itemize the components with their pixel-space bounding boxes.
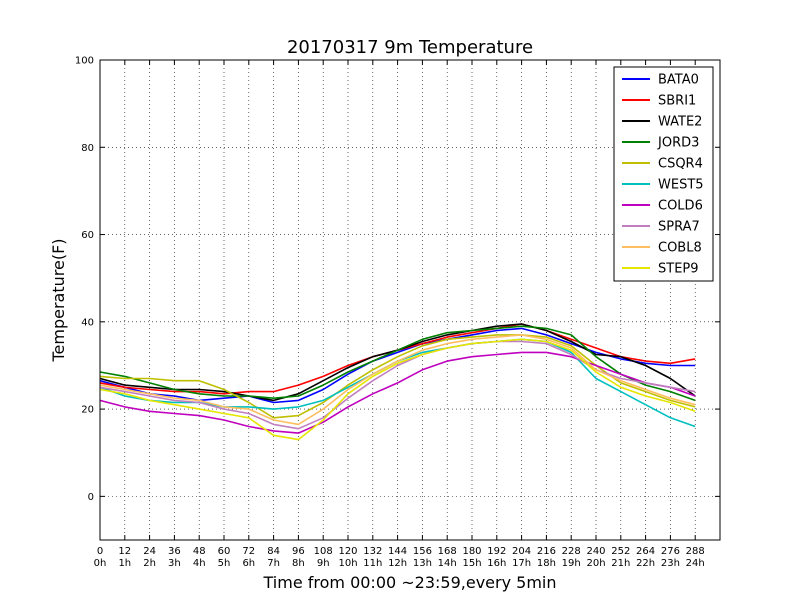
series-line-COLD6	[99, 351, 696, 434]
x-tick-label: 156	[413, 546, 432, 557]
x-tick-label: 216	[537, 546, 556, 557]
x-tick-label: 264	[636, 546, 655, 557]
legend-label: JORD3	[657, 136, 699, 151]
y-tick-label: 40	[81, 317, 94, 328]
x-tick-hour-label: 17h	[512, 558, 531, 569]
x-tick-hour-label: 19h	[562, 558, 581, 569]
x-axis-title: Time from 00:00 ~23:59,every 5min	[263, 573, 557, 592]
series-line-JORD3	[99, 325, 696, 402]
x-tick-hour-label: 3h	[168, 558, 181, 569]
x-tick-hour-label: 1h	[118, 558, 131, 569]
x-tick-hour-label: 10h	[338, 558, 357, 569]
x-tick-hour-label: 16h	[487, 558, 506, 569]
x-tick-hour-label: 15h	[462, 558, 481, 569]
x-tick-label: 24	[143, 546, 156, 557]
x-tick-label: 228	[562, 546, 581, 557]
x-tick-label: 108	[314, 546, 333, 557]
grid	[100, 60, 720, 540]
legend-label: SBRI1	[658, 94, 696, 109]
x-tick-hour-label: 11h	[363, 558, 382, 569]
x-tick-hour-label: 0h	[94, 558, 107, 569]
chart-title: 20170317 9m Temperature	[287, 37, 533, 58]
x-tick-label: 60	[218, 546, 231, 557]
y-tick-label: 80	[81, 143, 94, 154]
x-tick-hour-label: 18h	[537, 558, 556, 569]
plot-frame	[99, 59, 721, 541]
x-tick-label: 132	[363, 546, 382, 557]
y-tick-label: 0	[88, 492, 94, 503]
x-tick-label: 204	[512, 546, 531, 557]
x-tick-label: 96	[292, 546, 305, 557]
legend: BATA0 SBRI1 WATE2 JORD3 CSQR4 WEST5 COLD6 SPRA7…	[613, 66, 714, 282]
x-tick-label: 72	[242, 546, 255, 557]
x-tick-label: 276	[661, 546, 680, 557]
legend-label: SPRA7	[658, 220, 700, 235]
x-tick-label: 168	[438, 546, 457, 557]
series-line-STEP9	[99, 338, 696, 441]
legend-label: COBL8	[658, 241, 702, 256]
x-tick-hour-label: 4h	[193, 558, 206, 569]
x-tick-hour-label: 20h	[586, 558, 605, 569]
x-tick-label: 36	[168, 546, 181, 557]
x-tick-label: 288	[686, 546, 705, 557]
series-lines	[99, 323, 696, 441]
x-tick-label: 48	[193, 546, 206, 557]
x-tick-hour-label: 6h	[242, 558, 255, 569]
y-axis-ticks: 0 20 40 60 80 100	[75, 56, 720, 503]
x-tick-label: 84	[267, 546, 280, 557]
y-tick-label: 100	[75, 56, 94, 67]
x-tick-label: 0	[97, 546, 103, 557]
x-tick-hour-label: 22h	[636, 558, 655, 569]
x-tick-hour-label: 9h	[317, 558, 330, 569]
x-tick-label: 252	[611, 546, 630, 557]
legend-label: CSQR4	[658, 157, 703, 172]
x-tick-hour-label: 23h	[661, 558, 680, 569]
series-line-COBL8	[99, 334, 696, 426]
legend-label: BATA0	[658, 73, 699, 88]
y-axis-title: Temperature(F)	[49, 238, 68, 362]
x-tick-label: 240	[586, 546, 605, 557]
legend-label: STEP9	[658, 262, 699, 277]
x-tick-hour-label: 2h	[143, 558, 156, 569]
legend-box	[613, 66, 714, 282]
x-tick-hour-label: 7h	[267, 558, 280, 569]
y-tick-label: 60	[81, 230, 94, 241]
x-tick-label: 120	[338, 546, 357, 557]
x-tick-hour-label: 24h	[686, 558, 705, 569]
y-tick-label: 20	[81, 405, 94, 416]
x-tick-hour-label: 12h	[388, 558, 407, 569]
x-tick-label: 144	[388, 546, 407, 557]
x-tick-hour-label: 21h	[611, 558, 630, 569]
x-tick-hour-label: 8h	[292, 558, 305, 569]
legend-label: COLD6	[658, 199, 703, 214]
legend-label: WATE2	[658, 115, 702, 130]
x-tick-label: 180	[462, 546, 481, 557]
x-tick-label: 12	[118, 546, 131, 557]
legend-label: WEST5	[658, 178, 704, 193]
x-tick-hour-label: 13h	[413, 558, 432, 569]
x-tick-hour-label: 14h	[438, 558, 457, 569]
x-tick-hour-label: 5h	[218, 558, 231, 569]
x-tick-label: 192	[487, 546, 506, 557]
